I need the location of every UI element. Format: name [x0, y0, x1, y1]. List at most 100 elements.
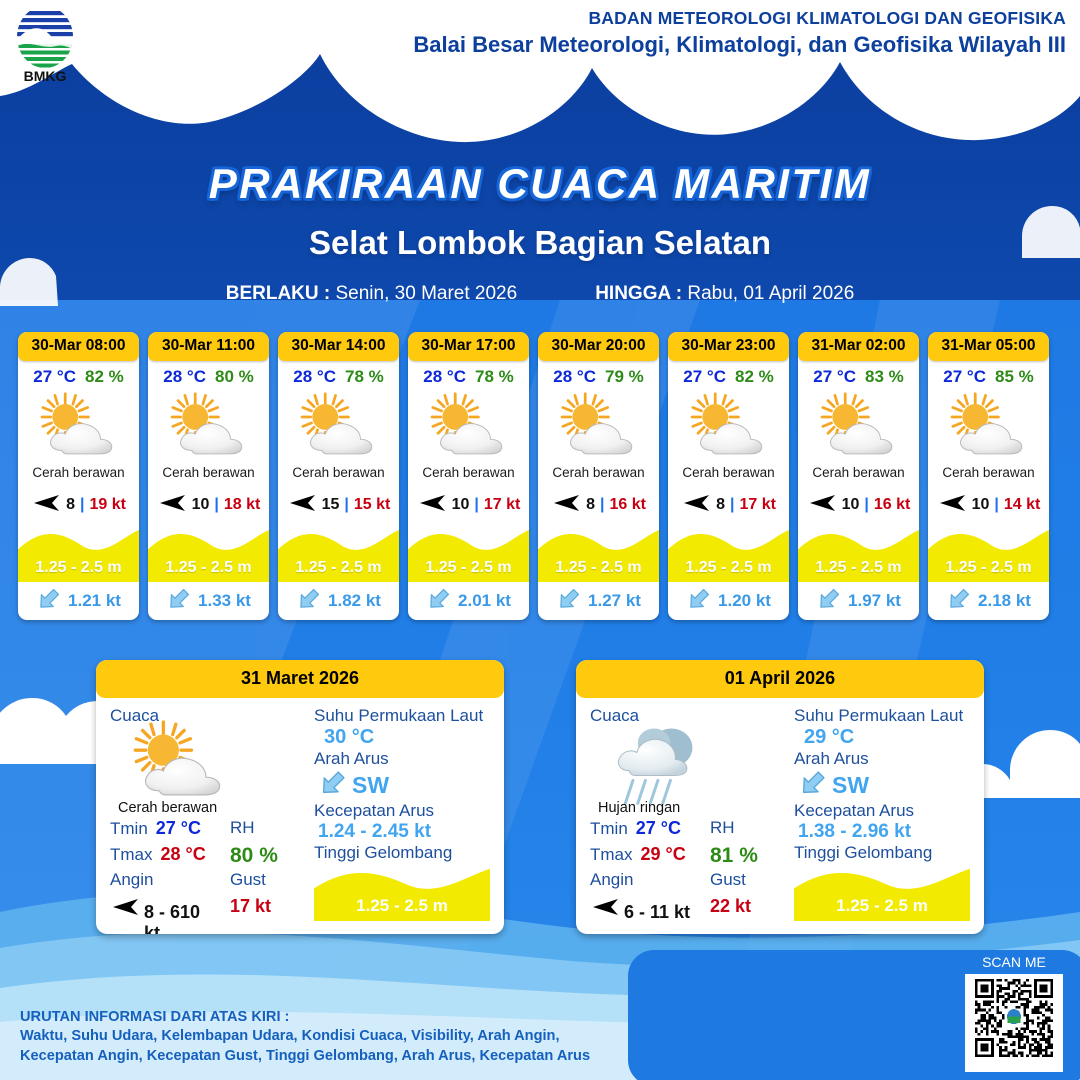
- card-temp-humidity: 28 °C 79 %: [538, 361, 659, 389]
- card-wind-row: 10 | 17 kt: [408, 482, 529, 528]
- card-current-speed: 1.21 kt: [68, 591, 121, 610]
- agency-name-line2: Balai Besar Meteorologi, Klimatologi, da…: [413, 32, 1066, 57]
- card-time: 31-Mar 02:00: [798, 332, 919, 361]
- current-direction-icon: [798, 768, 828, 803]
- separator: |: [474, 496, 479, 513]
- separator: |: [864, 496, 869, 513]
- partly-cloudy-sun-icon: [538, 389, 659, 465]
- card-visibility: 15: [321, 496, 340, 513]
- card-temp-humidity: 27 °C 82 %: [18, 361, 139, 389]
- card-wave-height: 1.25 - 2.5 m: [815, 559, 902, 576]
- partly-cloudy-sun-icon: [18, 389, 139, 465]
- current-direction-icon: [166, 586, 192, 617]
- card-wind-row: 10 | 18 kt: [148, 482, 269, 528]
- card-current-row: 2.01 kt: [408, 582, 529, 620]
- wave-height-band: 1.25 - 2.5 m: [798, 526, 919, 582]
- qr-code[interactable]: [965, 974, 1063, 1072]
- card-time: 30-Mar 17:00: [408, 332, 529, 361]
- wind-direction-icon: [417, 492, 447, 519]
- card-wind-speed: 16 kt: [609, 496, 646, 513]
- card-current-row: 1.27 kt: [538, 582, 659, 620]
- card-humidity: 82 %: [84, 367, 124, 386]
- valid-from-value: Senin, 30 Maret 2026: [335, 283, 518, 304]
- card-condition: Cerah berawan: [552, 465, 645, 480]
- title-block: PRAKIRAAN CUACA MARITIM Selat Lombok Bag…: [0, 160, 1080, 262]
- separator: |: [729, 496, 735, 513]
- page-subtitle: Selat Lombok Bagian Selatan: [308, 224, 772, 261]
- daily-rh: 81 %: [710, 844, 758, 867]
- card-time: 30-Mar 08:00: [18, 332, 139, 361]
- validity-row: BERLAKU : Senin, 30 Maret 2026 HINGGA : …: [0, 283, 1080, 305]
- daily-sst: 29 °C: [804, 726, 855, 748]
- card-humidity: 83 %: [864, 367, 904, 386]
- label-angin: Angin: [590, 870, 634, 889]
- separator: |: [599, 496, 605, 513]
- daily-wind: 6 - 11 kt: [624, 902, 691, 922]
- scan-me-block[interactable]: SCAN ME: [962, 954, 1066, 1072]
- daily-panel: 31 Maret 2026 Cuaca: [96, 660, 504, 934]
- hourly-card: 31-Mar 05:00 27 °C 85 %: [928, 332, 1049, 620]
- card-temperature: 28 °C: [293, 367, 336, 386]
- hourly-card: 30-Mar 14:00 28 °C 78 %: [278, 332, 399, 620]
- daily-panel: 01 April 2026 Cuaca Hujan ringan: [576, 660, 984, 934]
- card-condition: Cerah berawan: [682, 465, 775, 480]
- separator: |: [994, 496, 999, 513]
- daily-tmin: 27 °C: [155, 818, 202, 838]
- valid-from: BERLAKU : Senin, 30 Maret 2026: [226, 283, 517, 305]
- label-cuaca: Cuaca: [590, 706, 640, 725]
- card-time: 30-Mar 11:00: [148, 332, 269, 361]
- daily-current-direction: SW: [352, 771, 390, 798]
- card-condition: Cerah berawan: [812, 465, 905, 480]
- card-wave-height: 1.25 - 2.5 m: [425, 559, 512, 576]
- wave-height-band: 1.25 - 2.5 m: [18, 526, 139, 582]
- partly-cloudy-sun-icon: [668, 389, 789, 465]
- wave-height-band: 1.25 - 2.5 m: [408, 526, 529, 582]
- label-gust: Gust: [230, 870, 266, 889]
- card-current-row: 1.97 kt: [798, 582, 919, 620]
- bmkg-logo: BMKG: [6, 4, 84, 84]
- legend-title: URUTAN INFORMASI DARI ATAS KIRI :: [20, 1008, 290, 1025]
- card-condition: Cerah berawan: [422, 465, 515, 480]
- partly-cloudy-sun-icon: [408, 389, 529, 465]
- card-current-row: 1.21 kt: [18, 582, 139, 620]
- daily-tmin: 27 °C: [635, 818, 682, 838]
- wave-height-band: 1.25 - 2.5 m: [538, 526, 659, 582]
- hourly-forecast-cards: 30-Mar 08:00 27 °C 82 %: [18, 332, 1062, 620]
- wave-height-band: 1.25 - 2.5 m: [148, 526, 269, 582]
- card-current-speed: 1.97 kt: [848, 591, 901, 610]
- hourly-card: 30-Mar 11:00 28 °C 80 %: [148, 332, 269, 620]
- card-wind-speed: 17 kt: [739, 496, 776, 513]
- label-tmax: Tmax: [590, 845, 633, 864]
- card-wind-row: 15 | 15 kt: [278, 482, 399, 528]
- hourly-card: 30-Mar 20:00 28 °C 79 %: [538, 332, 659, 620]
- card-wind-speed: 16 kt: [873, 496, 911, 513]
- valid-from-label: BERLAKU :: [225, 283, 331, 304]
- card-wind-speed: 19 kt: [89, 496, 126, 513]
- card-humidity: 80 %: [214, 367, 254, 386]
- card-wave-height: 1.25 - 2.5 m: [165, 559, 252, 576]
- legend-line2: Kecepatan Angin, Kecepatan Gust, Tinggi …: [20, 1047, 591, 1064]
- daily-forecast-panels: 31 Maret 2026 Cuaca: [0, 660, 1080, 934]
- card-current-row: 1.20 kt: [668, 582, 789, 620]
- valid-to-label: HINGGA :: [595, 283, 683, 304]
- card-condition: Cerah berawan: [32, 465, 125, 480]
- card-temperature: 28 °C: [423, 367, 466, 386]
- daily-gust: 22 kt: [710, 896, 752, 916]
- current-direction-icon: [816, 586, 842, 617]
- label-tmin: Tmin: [590, 819, 628, 838]
- daily-wave-height: 1.25 - 2.5 m: [836, 896, 928, 915]
- wave-height-band: 1.25 - 2.5 m: [668, 526, 789, 582]
- daily-gust: 17 kt: [230, 896, 272, 916]
- card-wind-speed: 15 kt: [353, 496, 391, 513]
- card-temperature: 27 °C: [813, 367, 856, 386]
- card-wave-height: 1.25 - 2.5 m: [35, 559, 122, 576]
- card-current-speed: 1.33 kt: [198, 591, 251, 610]
- card-temperature: 28 °C: [553, 367, 596, 386]
- current-direction-icon: [556, 586, 582, 617]
- daily-tmax: 28 °C: [160, 844, 206, 864]
- label-rh: RH: [710, 818, 735, 837]
- daily-current-speed: 1.24 - 2.45 kt: [318, 821, 432, 842]
- card-humidity: 82 %: [734, 367, 774, 386]
- card-temperature: 27 °C: [943, 367, 986, 386]
- card-visibility: 8: [66, 496, 75, 513]
